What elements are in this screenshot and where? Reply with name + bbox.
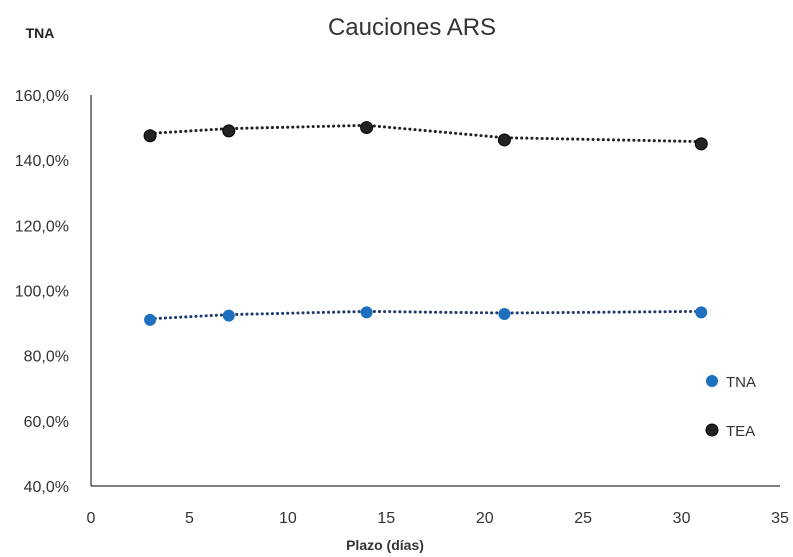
legend: TNA TEA	[705, 374, 756, 440]
x-tick-label: 25	[574, 510, 592, 527]
x-tick-label: 10	[279, 510, 297, 527]
trendlines-group	[148, 123, 703, 321]
point-tea	[222, 124, 236, 138]
x-tick-label: 30	[673, 510, 691, 527]
point-tea	[497, 133, 511, 147]
axes-group: 40,0% 60,0% 80,0% 100,0% 120,0% 140,0% 160,0% 0…	[15, 88, 789, 527]
x-tick-label: 20	[476, 510, 494, 527]
point-tna	[360, 306, 373, 319]
point-tna	[498, 307, 511, 320]
y-tick-label: 40,0%	[24, 479, 69, 496]
y-tick-label: 100,0%	[15, 284, 69, 301]
legend-label-tea: TEA	[726, 423, 755, 440]
y-tick-label: 160,0%	[15, 88, 69, 105]
point-tna	[144, 313, 157, 326]
y-tick-label: 120,0%	[15, 218, 69, 235]
legend-label-tna: TNA	[726, 374, 756, 391]
y-tick-label: 140,0%	[15, 153, 69, 170]
point-tea	[694, 137, 708, 151]
x-tick-label: 5	[185, 510, 194, 527]
legend-marker-tea	[705, 423, 719, 437]
y-axis-label: TNA	[26, 25, 55, 41]
point-tna	[695, 306, 708, 319]
legend-marker-tna	[706, 375, 718, 387]
point-tea	[143, 129, 157, 143]
point-tna	[222, 309, 235, 322]
chart-title: Cauciones ARS	[328, 14, 496, 41]
points-group	[143, 121, 708, 326]
trendline-tna	[148, 309, 703, 321]
x-tick-label: 35	[771, 510, 789, 527]
x-axis-label: Plazo (días)	[346, 537, 424, 553]
x-tick-label: 0	[87, 510, 96, 527]
y-tick-label: 60,0%	[24, 414, 69, 431]
x-tick-label: 15	[377, 510, 395, 527]
trendline-tea	[148, 123, 703, 144]
y-tick-label: 80,0%	[24, 349, 69, 366]
point-tea	[360, 121, 374, 135]
